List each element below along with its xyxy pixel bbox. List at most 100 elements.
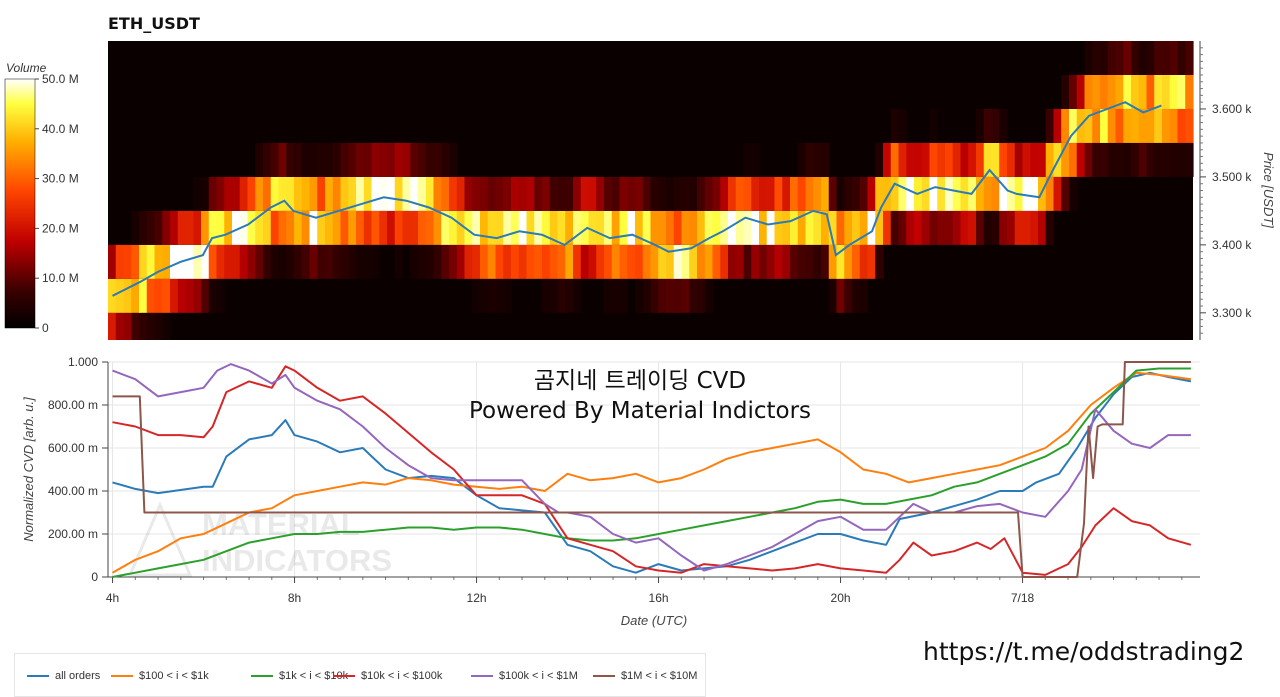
colorbar-tick-label: 30.0 M (42, 172, 79, 186)
heatmap-cell (883, 142, 892, 177)
heatmap-cell (859, 210, 869, 245)
heatmap-cell (511, 244, 520, 279)
heatmap-cell (542, 176, 551, 211)
heatmap-cell (751, 176, 760, 211)
heatmap-cell (146, 244, 156, 279)
heatmap-cell (154, 278, 163, 313)
heatmap-cell (782, 244, 791, 279)
heatmap-cell (565, 278, 574, 313)
heatmap-cell (1022, 176, 1031, 211)
heatmap-cell (844, 176, 853, 211)
heatmap-cell (666, 278, 675, 313)
cvd-x-tick-label: 4h (106, 591, 119, 605)
heatmap-cell (960, 210, 969, 245)
heatmap-cell (449, 210, 458, 245)
heatmap-cell (208, 210, 218, 245)
heatmap-cell (906, 176, 915, 211)
heatmap-cell (766, 176, 776, 211)
legend-swatch (333, 675, 355, 678)
heatmap-cell (1138, 74, 1148, 109)
heatmap-cell (1138, 108, 1148, 143)
heatmap-cell (890, 176, 900, 211)
colorbar-gradient (4, 78, 36, 329)
legend-item[interactable]: $1k < i < $10k (251, 670, 348, 682)
legend-swatch (27, 675, 49, 678)
heatmap-cell (348, 210, 357, 245)
telegram-link[interactable]: https://t.me/oddstrading2 (923, 637, 1245, 666)
heatmap-cell (1014, 142, 1024, 177)
heatmap-cell (402, 176, 411, 211)
heatmap-cell (185, 278, 194, 313)
heatmap-cell (387, 176, 396, 211)
colorbar: 0 10.0 M 20.0 M 30.0 M 40.0 M 50.0 M (4, 72, 79, 335)
heatmap-cell (456, 210, 466, 245)
heatmap-cell (464, 244, 473, 279)
heatmap-cell (945, 142, 954, 177)
heatmap-cell (363, 210, 373, 245)
price-tick-label: 3.500 k (1212, 170, 1252, 184)
heatmap-cell (604, 244, 613, 279)
heatmap-cell (255, 210, 264, 245)
heatmap-cell (697, 244, 706, 279)
heatmap-cell (526, 210, 535, 245)
heatmap-cell (580, 244, 590, 279)
heatmap-cell (976, 108, 985, 143)
heatmap-cell (480, 278, 489, 313)
heatmap-cell (1162, 142, 1171, 177)
heatmap-cell (534, 176, 543, 211)
heatmap-cell (697, 176, 706, 211)
heatmap-cell (518, 210, 528, 245)
heatmap-cell (689, 278, 698, 313)
heatmap-cell (332, 142, 342, 177)
heatmap-cell (867, 176, 876, 211)
heatmap-cell (790, 210, 799, 245)
heatmap-cell (340, 142, 349, 177)
heatmap-cell (286, 244, 295, 279)
heatmap-cell (1131, 142, 1140, 177)
legend-item[interactable]: $100 < i < $1k (111, 670, 209, 682)
legend-item[interactable]: $10k < i < $100k (333, 670, 442, 682)
heatmap-cell (123, 278, 132, 313)
legend-label: $100k < i < $1M (499, 670, 578, 682)
legend-item[interactable]: $1M < i < $10M (593, 670, 697, 682)
legend-item[interactable]: all orders (27, 670, 100, 682)
heatmap-cell (666, 176, 675, 211)
heatmap-cell (666, 244, 675, 279)
heatmap-cell (294, 210, 303, 245)
heatmap-cell (859, 244, 869, 279)
heatmap-cell (1131, 41, 1140, 75)
heatmap-cell (890, 142, 900, 177)
heatmap-cell (728, 176, 737, 211)
heatmap-cell (1084, 108, 1093, 143)
heatmap-cell (534, 244, 543, 279)
price-tick-label: 3.400 k (1212, 238, 1252, 252)
legend-label: $1M < i < $10M (621, 670, 698, 682)
legend-item[interactable]: $100k < i < $1M (471, 670, 578, 682)
heatmap-cell (945, 210, 954, 245)
heatmap-cell (937, 176, 946, 211)
heatmap-cell (301, 244, 311, 279)
heatmap-cell (1053, 108, 1062, 143)
heatmap-cell (1107, 41, 1117, 75)
heatmap-cell (945, 176, 954, 211)
heatmap-cell (170, 278, 179, 313)
heatmap-cell (704, 210, 714, 245)
heatmap-cell (1146, 108, 1155, 143)
heatmap-cell (642, 278, 652, 313)
heatmap-cell (960, 176, 969, 211)
heatmap-cell (480, 210, 489, 245)
heatmap-cell (813, 176, 822, 211)
heatmap-cell (379, 142, 388, 177)
cvd-series-line (112, 371, 1192, 574)
heatmap-cell (743, 210, 752, 245)
heatmap-cell (898, 210, 907, 245)
cvd-x-tick-label: 20h (831, 591, 851, 605)
heatmap-cell (635, 278, 644, 313)
heatmap-cell (239, 210, 249, 245)
heatmap-cell (929, 108, 938, 143)
cvd-y-tick-label: 1.000 (68, 355, 98, 369)
heatmap-cell (1154, 108, 1163, 143)
heatmap-cell (635, 176, 644, 211)
heatmap-cell (619, 210, 628, 245)
heatmap-cell (743, 176, 752, 211)
